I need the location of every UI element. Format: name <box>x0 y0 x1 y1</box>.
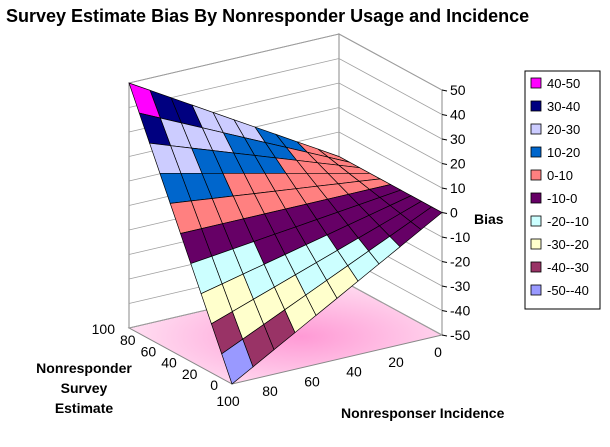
x-tick-label: 100 <box>216 393 240 409</box>
legend-label: 10-20 <box>547 145 580 160</box>
x-axis-label: Nonresponser Incidence <box>341 405 505 421</box>
legend-label: 0-10 <box>547 168 573 183</box>
x-tick-label: 20 <box>388 354 404 370</box>
z-tick-mark <box>441 138 448 141</box>
z-tick-label: 20 <box>450 156 466 172</box>
y-tick-label: 60 <box>141 343 157 359</box>
z-tick-mark <box>441 212 448 214</box>
z-axis-ticks: -50 -40 -30 -20 -10 0 10 20 30 40 50 <box>441 82 470 343</box>
legend-label: -20--10 <box>547 214 589 229</box>
surface-cell <box>221 338 254 385</box>
chart-title: Survey Estimate Bias By Nonresponder Usa… <box>6 6 529 26</box>
x-tick-label: 60 <box>304 373 320 389</box>
x-tick-label: 80 <box>262 383 278 399</box>
y-tick-label: 100 <box>92 321 116 337</box>
legend-swatch <box>530 123 542 135</box>
z-tick-label: -40 <box>450 303 470 319</box>
y-tick-label: 0 <box>210 377 218 393</box>
y-axis-label-line-3: Estimate <box>55 400 114 416</box>
legend-swatch <box>530 284 542 296</box>
z-tick-label: -30 <box>450 278 470 294</box>
z-tick-mark <box>441 334 448 337</box>
y-axis-label: Nonresponder Survey Estimate <box>36 360 132 416</box>
z-tick-mark <box>441 89 448 92</box>
y-axis-label-line-2: Survey <box>61 380 108 396</box>
z-tick-label: 10 <box>450 180 466 196</box>
z-tick-mark <box>441 114 448 116</box>
z-tick-label: -10 <box>450 229 470 245</box>
legend-swatch <box>530 261 542 273</box>
z-tick-label: -50 <box>450 327 470 343</box>
legend-label: -10-0 <box>547 191 577 206</box>
z-axis-label: Bias <box>474 211 504 227</box>
z-tick-mark <box>441 236 448 239</box>
z-tick-label: 30 <box>450 131 466 147</box>
z-tick-label: -20 <box>450 254 470 270</box>
y-axis-label-line-1: Nonresponder <box>36 360 132 376</box>
wall-gridline <box>128 33 443 91</box>
z-tick-mark <box>441 310 448 312</box>
legend-label: -40--30 <box>547 260 589 275</box>
legend-swatch <box>530 169 542 181</box>
legend-swatch <box>530 146 542 158</box>
z-tick-label: 50 <box>450 82 466 98</box>
x-tick-label: 40 <box>346 364 362 380</box>
z-tick-mark <box>441 187 448 190</box>
legend-label: 30-40 <box>547 99 580 114</box>
x-tick-label: 0 <box>434 344 442 360</box>
legend-swatch <box>530 238 542 250</box>
legend-label: -30--20 <box>547 237 589 252</box>
y-tick-label: 40 <box>161 355 177 371</box>
legend-swatch <box>530 192 542 204</box>
legend-label: 20-30 <box>547 122 580 137</box>
z-tick-label: 0 <box>450 205 458 221</box>
x-axis-ticks: 0 20 40 60 80 100 <box>216 344 442 409</box>
legend-label: -50--40 <box>547 283 589 298</box>
z-tick-mark <box>441 261 448 263</box>
wall-gridline <box>128 58 443 115</box>
legend-label: 40-50 <box>547 76 580 91</box>
legend: 40-50 30-40 20-30 10-20 0-10 -10-0 -20--10 -30-… <box>524 70 601 310</box>
y-tick-label: 80 <box>120 332 136 348</box>
legend-swatch <box>530 77 542 89</box>
z-tick-label: 40 <box>450 107 466 123</box>
z-tick-mark <box>441 285 448 288</box>
legend-swatch <box>530 215 542 227</box>
legend-swatch <box>530 100 542 112</box>
y-tick-label: 20 <box>182 366 198 382</box>
surface-mesh <box>128 82 443 385</box>
z-tick-mark <box>441 163 448 165</box>
